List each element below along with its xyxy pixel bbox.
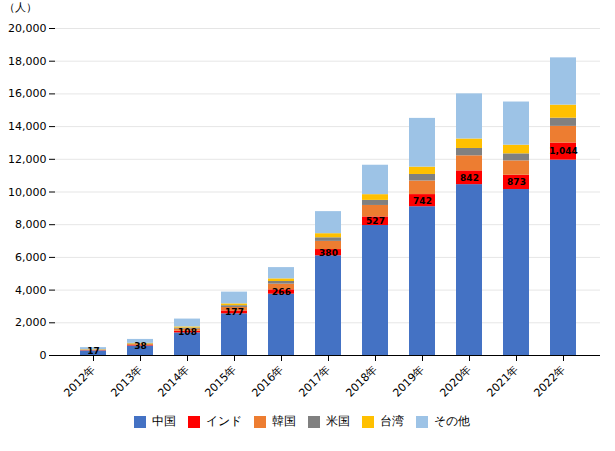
- svg-text:2,000: 2,000: [15, 316, 47, 329]
- svg-text:16,000: 16,000: [8, 87, 47, 100]
- svg-text:12,000: 12,000: [8, 153, 47, 166]
- svg-text:2013年: 2013年: [108, 363, 145, 400]
- svg-text:14,000: 14,000: [8, 120, 47, 133]
- html-text:米国: 米国: [325, 414, 350, 428]
- html-text:韓国: 韓国: [271, 414, 296, 428]
- svg-text:4,000: 4,000: [15, 284, 47, 297]
- svg-text:0: 0: [40, 349, 47, 362]
- svg-text:842: 842: [460, 173, 479, 183]
- html-text:インド: インド: [205, 414, 242, 428]
- svg-text:（人）: （人）: [4, 1, 37, 14]
- svg-text:2022年: 2022年: [531, 363, 568, 400]
- svg-text:38: 38: [134, 341, 147, 351]
- svg-text:2018年: 2018年: [343, 363, 380, 400]
- svg-text:108: 108: [178, 327, 197, 337]
- svg-text:2019年: 2019年: [390, 363, 427, 400]
- svg-text:10,000: 10,000: [8, 186, 47, 199]
- svg-text:2016年: 2016年: [249, 363, 286, 400]
- html-text:台湾: 台湾: [379, 414, 404, 428]
- svg-text:742: 742: [413, 196, 432, 206]
- svg-text:18,000: 18,000: [8, 55, 47, 68]
- svg-text:8,000: 8,000: [15, 218, 47, 231]
- svg-text:1,044: 1,044: [549, 146, 577, 156]
- svg-text:266: 266: [272, 287, 291, 297]
- html-text:その他: その他: [433, 414, 470, 428]
- svg-text:6,000: 6,000: [15, 251, 47, 264]
- svg-text:2017年: 2017年: [296, 363, 333, 400]
- svg-text:2014年: 2014年: [155, 363, 192, 400]
- svg-text:527: 527: [366, 216, 385, 226]
- svg-text:2020年: 2020年: [437, 363, 474, 400]
- svg-text:2021年: 2021年: [484, 363, 521, 400]
- svg-text:380: 380: [319, 248, 338, 258]
- svg-text:177: 177: [225, 307, 244, 317]
- svg-text:2012年: 2012年: [61, 363, 98, 400]
- svg-text:2015年: 2015年: [202, 363, 239, 400]
- html-text:中国: 中国: [151, 414, 176, 428]
- svg-text:873: 873: [507, 177, 526, 187]
- svg-text:20,000: 20,000: [8, 22, 47, 35]
- svg-text:17: 17: [87, 346, 100, 356]
